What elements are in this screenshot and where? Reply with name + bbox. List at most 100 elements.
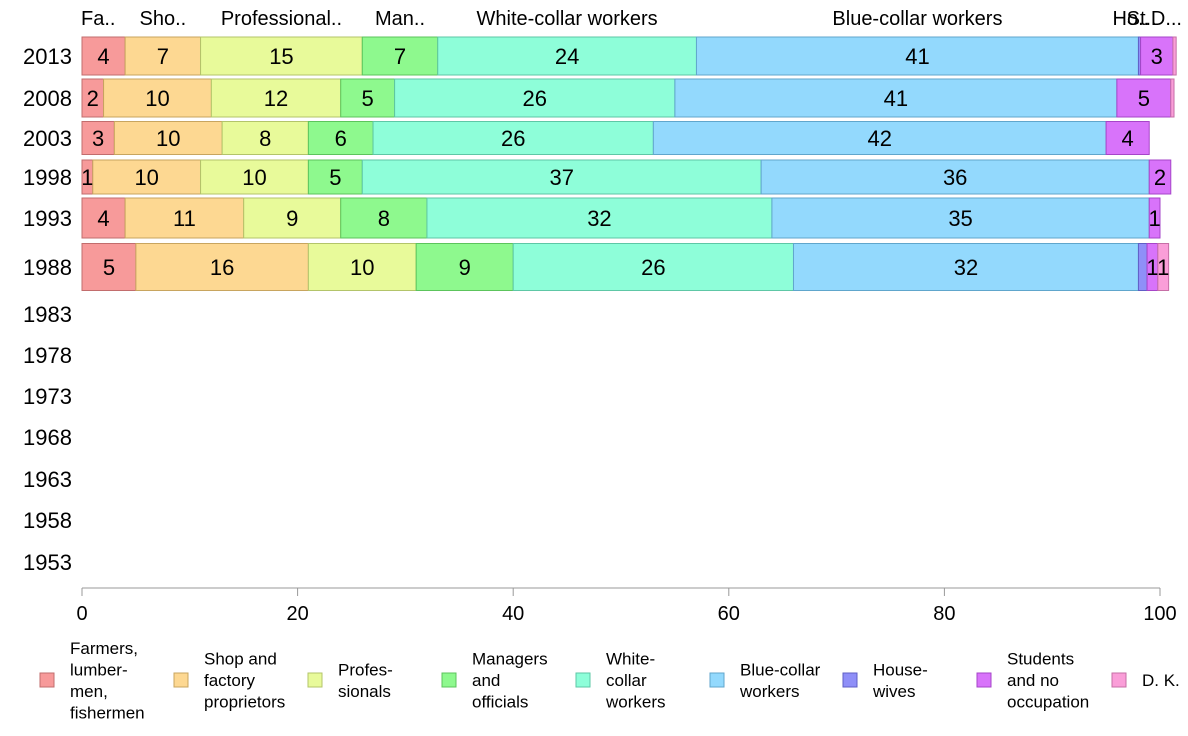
y-tick-label: 1973 (23, 384, 72, 409)
data-label: 8 (378, 206, 390, 231)
x-tick-label: 40 (502, 603, 524, 625)
top-category-labels: Fa.. Sho.. Professional.. Man.. White-collar… (81, 8, 1182, 30)
y-tick-labels: 2013 2008 2003 1998 1993 1988 1983 1978 1973 1968… (23, 44, 72, 575)
bar-segment (1148, 197, 1161, 239)
data-label: 1 (81, 165, 93, 190)
bar-segment (372, 121, 654, 155)
top-category-label: Man.. (375, 8, 425, 30)
top-category-label: Sho.. (139, 8, 186, 30)
bar-segment (1105, 121, 1150, 155)
data-label: 10 (145, 86, 169, 111)
data-label: 4 (1122, 126, 1134, 151)
legend-label: Students and no occupation (1007, 650, 1089, 712)
bar-segment (113, 121, 223, 155)
bar-segment (81, 197, 126, 239)
legend-swatch (842, 672, 858, 688)
bar-segment (437, 36, 697, 76)
bar-segment (243, 197, 342, 239)
data-label: 35 (948, 206, 972, 231)
top-category-label: Professional.. (221, 8, 342, 30)
bar-segment (81, 243, 137, 291)
data-label: 36 (943, 165, 967, 190)
data-label: 10 (350, 255, 374, 280)
x-tick-label: 60 (718, 603, 740, 625)
y-tick-label: 2013 (23, 44, 72, 69)
legend-swatch (1111, 672, 1127, 688)
data-label: 7 (394, 44, 406, 69)
top-category-label: White-collar workers (477, 8, 658, 30)
legend-label: White-collar workers (605, 650, 666, 712)
legend-swatch (307, 672, 323, 688)
legend-label: Blue-collar workers (739, 660, 821, 701)
bar-segment (200, 159, 309, 195)
data-label: 42 (867, 126, 891, 151)
data-label: 10 (156, 126, 180, 151)
data-label: 32 (587, 206, 611, 231)
data-label: 9 (459, 255, 471, 280)
legend: Farmers, lumber-men, fishermen Shop and fact… (39, 639, 1180, 722)
data-label: 5 (329, 165, 341, 190)
x-tick-label: 100 (1143, 603, 1176, 625)
data-label: 1 (1148, 206, 1160, 231)
data-label: 6 (335, 126, 347, 151)
top-category-label: Fa.. (81, 8, 115, 30)
bar-segment (124, 197, 245, 239)
bar-segment (674, 78, 1118, 118)
y-tick-label: 1998 (23, 165, 72, 190)
bar-segment (340, 197, 428, 239)
y-tick-label: 1963 (23, 467, 72, 492)
y-tick-label: 2008 (23, 86, 72, 111)
data-label: 26 (523, 86, 547, 111)
data-label: 26 (641, 255, 665, 280)
data-label: 26 (501, 126, 525, 151)
bar-segment (652, 121, 1107, 155)
legend-swatch (575, 672, 591, 688)
data-label: 24 (555, 44, 579, 69)
top-category-label: St.. (1127, 8, 1157, 30)
bar-segment (1172, 36, 1177, 76)
legend-swatch (976, 672, 992, 688)
y-tick-label: 1968 (23, 425, 72, 450)
data-label: 1 (1146, 255, 1158, 280)
data-label: 12 (264, 86, 288, 111)
bar-segment (760, 159, 1150, 195)
bar-segment (361, 36, 439, 76)
bar-segment (361, 159, 762, 195)
legend-label: Shop and factory proprietors (204, 650, 285, 712)
data-label: 11 (173, 206, 196, 231)
bar-segment (307, 121, 374, 155)
data-label: 4 (97, 206, 109, 231)
legend-label: D. K. (1142, 671, 1180, 690)
data-label: 2 (87, 86, 99, 111)
legend-swatch (709, 672, 725, 688)
data-label: 3 (92, 126, 104, 151)
y-tick-label: 1953 (23, 550, 72, 575)
legend-swatch (39, 672, 55, 688)
top-category-label: Blue-collar workers (832, 8, 1002, 30)
bar-segment (1116, 78, 1172, 118)
bar-segment (1170, 78, 1175, 118)
bar-segment (81, 36, 126, 76)
bar-segment (426, 197, 773, 239)
y-tick-label: 1993 (23, 206, 72, 231)
legend-swatch (441, 672, 457, 688)
legend-label: House-wives (872, 660, 928, 701)
bar-segment (103, 78, 212, 118)
bar-segment (92, 159, 202, 195)
y-tick-label: 1983 (23, 302, 72, 327)
bars: 4 7 15 7 24 41 32 10 12 5 26 41 53 10 8 6 26 42 41 10 10 5 37 3… (81, 36, 1177, 291)
bar-segment (210, 78, 342, 118)
legend-label: Managers and officials (472, 650, 548, 712)
data-label: 2 (1154, 165, 1166, 190)
x-axis: 0 20 40 60 80 100 (76, 587, 1177, 625)
bar-segment (394, 78, 676, 118)
data-label: 4 (97, 44, 109, 69)
data-label: 5 (103, 255, 115, 280)
y-tick-label: 2003 (23, 126, 72, 151)
x-tick-label: 80 (933, 603, 955, 625)
data-label: 3 (1151, 44, 1163, 69)
data-label: 5 (362, 86, 374, 111)
y-tick-label: 1958 (23, 508, 72, 533)
data-label: 15 (269, 44, 293, 69)
bar-segment (1140, 36, 1174, 76)
